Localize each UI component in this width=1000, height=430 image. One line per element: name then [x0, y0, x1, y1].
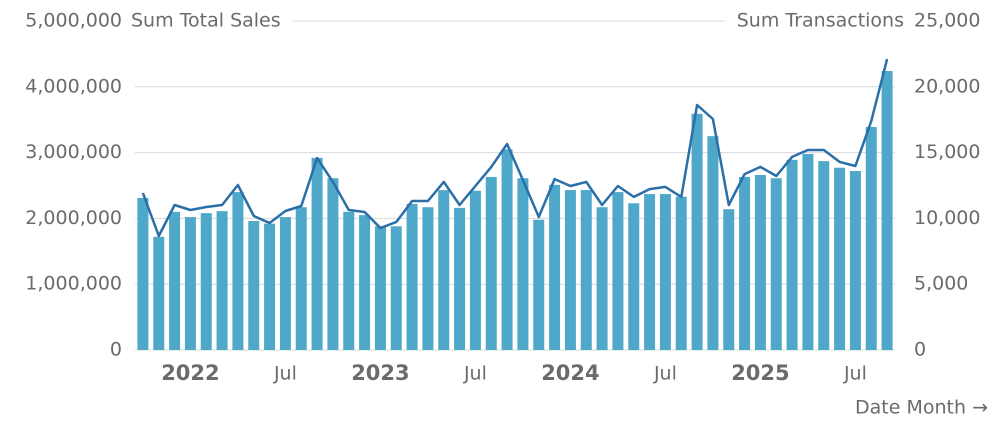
bar	[422, 207, 434, 350]
y-tick-label: 3,000,000	[25, 141, 122, 163]
bar	[343, 211, 355, 350]
bar	[786, 159, 798, 350]
y2-tick-label: 0	[914, 339, 926, 361]
y2-axis-title: Sum Transactions	[737, 10, 904, 32]
bar	[406, 203, 418, 350]
y2-tick-label: 25,000	[914, 10, 980, 32]
bar	[517, 178, 529, 350]
bar	[612, 192, 624, 350]
bar	[802, 153, 814, 350]
x-tick-label: 2023	[351, 361, 409, 385]
bar	[723, 209, 735, 350]
y2-tick-label: 15,000	[914, 141, 980, 163]
bar	[279, 217, 291, 350]
x-tick-label: Jul	[653, 363, 677, 385]
bar	[359, 215, 371, 350]
y-axis-title: Sum Total Sales	[131, 10, 281, 32]
y-tick-label: 0	[110, 339, 122, 361]
bar	[628, 203, 640, 350]
y-tick-label: 5,000,000	[25, 10, 122, 32]
bar	[549, 184, 561, 350]
bar	[849, 171, 861, 350]
bar	[675, 196, 687, 350]
bar	[691, 113, 703, 350]
bar	[707, 136, 719, 350]
x-tick-label: Jul	[843, 363, 867, 385]
bar	[184, 217, 196, 350]
y2-tick-label: 5,000	[914, 273, 968, 295]
y-tick-label: 1,000,000	[25, 273, 122, 295]
line	[141, 58, 889, 238]
bar	[232, 192, 244, 350]
bar	[469, 190, 481, 350]
x-tick-label: Jul	[463, 363, 487, 385]
bar	[580, 190, 592, 350]
bar	[137, 198, 149, 350]
bar	[248, 221, 260, 350]
bar	[485, 176, 497, 350]
x-tick-label: 2024	[541, 361, 599, 385]
bar	[834, 167, 846, 350]
y2-tick-label: 10,000	[914, 207, 980, 229]
bar	[311, 157, 323, 350]
bar	[454, 207, 466, 350]
bar	[644, 194, 656, 350]
bar	[153, 236, 165, 350]
y-tick-label: 2,000,000	[25, 207, 122, 229]
bar	[754, 174, 766, 350]
bar	[739, 176, 751, 350]
bar	[533, 219, 545, 350]
bar	[865, 126, 877, 350]
x-axis-title: Date Month →	[855, 397, 988, 419]
bar	[216, 211, 228, 350]
bar	[169, 211, 181, 350]
bar	[818, 161, 830, 350]
bar	[564, 190, 576, 350]
bar	[295, 207, 307, 350]
bar	[327, 178, 339, 350]
bar	[881, 71, 893, 351]
bar	[770, 178, 782, 350]
bar	[264, 223, 276, 350]
bar	[374, 226, 386, 350]
y2-tick-label: 20,000	[914, 75, 980, 97]
bar	[596, 207, 608, 350]
bar	[659, 194, 671, 350]
bar	[501, 149, 513, 350]
bar	[390, 226, 402, 350]
x-tick-label: 2022	[161, 361, 219, 385]
bar	[438, 190, 450, 350]
bar	[200, 213, 212, 350]
x-tick-label: Jul	[273, 363, 297, 385]
x-tick-label: 2025	[731, 361, 789, 385]
y-tick-label: 4,000,000	[25, 75, 122, 97]
